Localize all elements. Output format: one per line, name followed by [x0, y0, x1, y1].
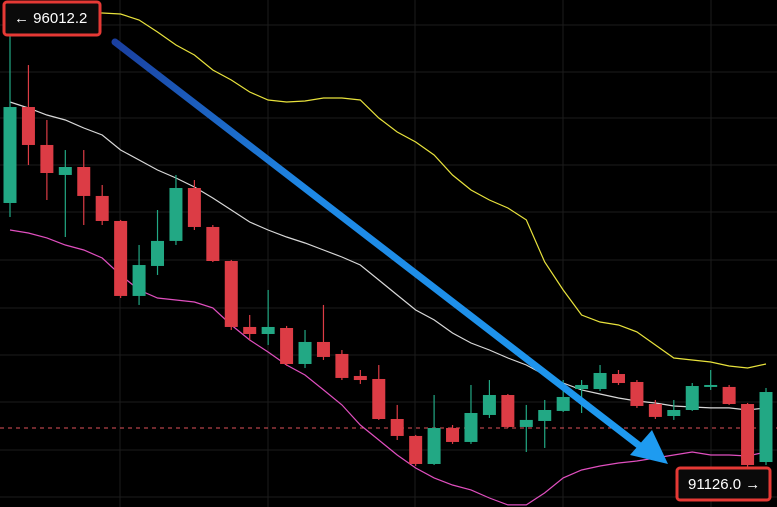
candle-body	[243, 326, 257, 335]
candle-body	[446, 427, 460, 442]
candle-body	[741, 404, 755, 466]
candle-body	[372, 378, 386, 420]
candle-body	[40, 144, 54, 173]
plot-area	[0, 7, 777, 506]
candle-body	[482, 395, 496, 415]
candle-body	[206, 226, 220, 261]
candle-body	[427, 427, 441, 464]
candle-body	[132, 265, 146, 296]
candle-body	[58, 167, 72, 175]
candle-body	[611, 374, 625, 384]
candle-body	[298, 341, 312, 364]
candle-body	[519, 419, 533, 427]
candle-body	[316, 341, 330, 357]
candle-body	[95, 195, 109, 221]
candle-body	[648, 404, 662, 417]
band-line	[10, 7, 767, 369]
candle-body	[261, 326, 275, 335]
candle-body	[685, 386, 699, 411]
candle-body	[151, 240, 165, 266]
candle-body	[593, 372, 607, 390]
candle-body	[667, 410, 681, 417]
arrow-head	[630, 430, 668, 464]
candle-body	[3, 107, 17, 203]
candle-body	[187, 187, 201, 227]
candle-body	[409, 435, 423, 464]
low-label: 91126.0 →	[688, 476, 760, 493]
candle-body	[630, 381, 644, 406]
candle-body	[224, 260, 238, 327]
candle-body	[169, 187, 183, 241]
candle-body	[501, 395, 515, 427]
candle-body	[759, 392, 773, 463]
candle-body	[114, 220, 128, 296]
candle-body	[335, 353, 349, 378]
candle-body	[21, 107, 35, 145]
candle-body	[704, 384, 718, 387]
trend-arrow	[111, 38, 649, 454]
candle-body	[77, 167, 91, 196]
candle-body	[464, 413, 478, 442]
low-label-box	[675, 466, 772, 502]
candle-body	[556, 396, 570, 411]
high-label-box	[2, 0, 102, 37]
candle-body	[575, 384, 589, 390]
candle-body	[390, 419, 404, 436]
candle-body	[353, 375, 367, 381]
candle-body	[280, 328, 294, 364]
candle-body	[538, 410, 552, 421]
high-label: ← 96012.2	[14, 10, 87, 27]
candle-body	[722, 386, 736, 405]
